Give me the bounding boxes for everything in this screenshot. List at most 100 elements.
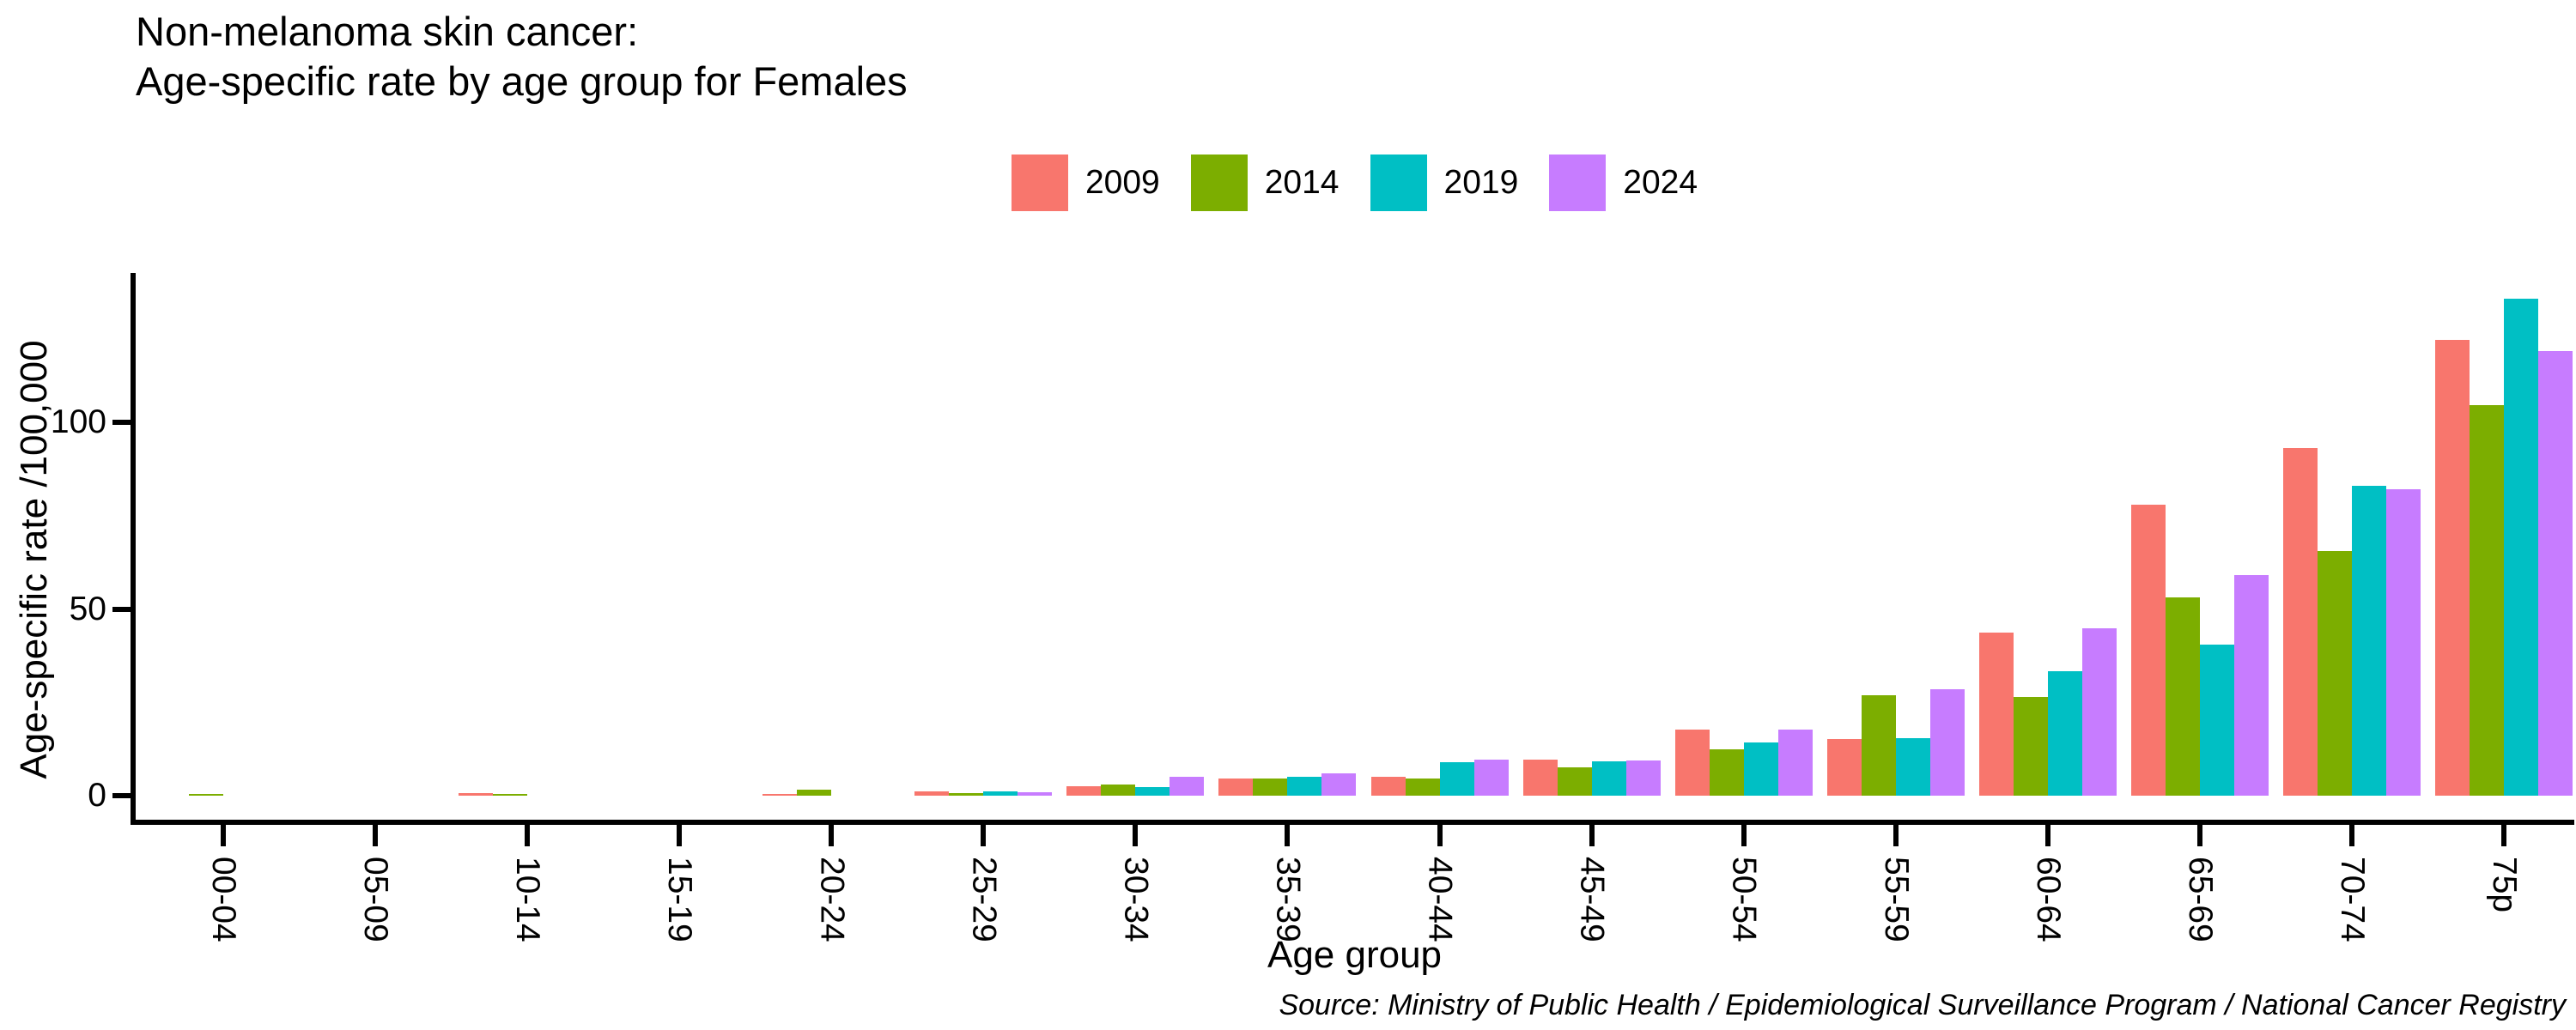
bar-2024-55-59	[1929, 688, 1965, 796]
x-axis-tick-label: 30-34	[1117, 857, 1155, 942]
bar-2019-35-39	[1287, 777, 1322, 796]
x-axis-tick-label: 20-24	[813, 857, 851, 942]
bar-2014-10-14	[493, 794, 528, 796]
bar-2009-35-39	[1218, 779, 1254, 796]
x-axis-tick-label: 75p	[2486, 857, 2524, 913]
x-axis-tick	[2501, 825, 2507, 846]
bar-2014-45-49	[1557, 766, 1592, 796]
x-axis-tick-label: 00-04	[205, 857, 242, 942]
x-axis-tick	[2196, 825, 2202, 846]
bar-2019-70-74	[2351, 485, 2386, 796]
legend-swatch-2024	[1549, 154, 1607, 211]
bar-2024-40-44	[1473, 760, 1509, 796]
x-axis-tick-label: 10-14	[509, 857, 547, 942]
bar-2019-55-59	[1895, 738, 1930, 796]
x-axis-tick	[1741, 825, 1747, 846]
y-axis-tick	[112, 606, 135, 612]
bar-2014-00-04	[189, 793, 223, 796]
x-axis-tick	[981, 825, 987, 846]
x-axis-tick-label: 55-59	[1877, 857, 1915, 942]
bar-2024-45-49	[1625, 760, 1661, 796]
bar-2014-60-64	[2013, 696, 2048, 796]
y-axis-tick-label: 50	[69, 590, 106, 627]
x-axis-tick	[221, 825, 226, 846]
legend-swatch-2014	[1190, 154, 1248, 211]
bar-2009-55-59	[1826, 739, 1862, 796]
bar-2024-70-74	[2385, 489, 2421, 796]
x-axis-tick	[1285, 825, 1291, 846]
x-axis-tick	[2348, 825, 2354, 846]
legend-item-2014: 2014	[1190, 154, 1340, 211]
bar-2014-75p	[2470, 405, 2505, 796]
x-axis-tick	[525, 825, 531, 846]
x-axis-tick	[677, 825, 683, 846]
y-axis-line	[131, 273, 136, 825]
legend-label-2019: 2019	[1443, 164, 1519, 201]
legend-item-2009: 2009	[1011, 154, 1160, 211]
x-axis-tick	[1893, 825, 1899, 846]
bar-2019-25-29	[983, 791, 1018, 796]
legend-label-2024: 2024	[1623, 164, 1698, 201]
bar-2014-55-59	[1861, 695, 1896, 796]
bar-2024-75p	[2538, 351, 2573, 796]
legend-label-2014: 2014	[1264, 164, 1340, 201]
bar-2019-45-49	[1591, 760, 1626, 796]
bar-2009-50-54	[1674, 729, 1710, 796]
bar-2014-40-44	[1405, 779, 1440, 796]
x-axis-tick	[1437, 825, 1443, 846]
y-axis-title: Age-specific rate /100,000	[13, 340, 55, 779]
bar-2024-35-39	[1321, 772, 1357, 796]
y-axis-tick	[112, 420, 135, 425]
bar-2019-50-54	[1743, 742, 1778, 796]
y-axis-tick-label: 100	[50, 403, 106, 440]
legend-swatch-2019	[1370, 154, 1427, 211]
bar-2024-65-69	[2233, 575, 2269, 796]
bar-2024-30-34	[1170, 777, 1205, 796]
x-axis-tick-label: 50-54	[1725, 857, 1763, 942]
x-axis-line	[131, 820, 2574, 825]
bar-2009-65-69	[2130, 504, 2166, 796]
legend-item-2024: 2024	[1549, 154, 1698, 211]
x-axis-tick-label: 40-44	[1421, 857, 1459, 942]
bar-2009-70-74	[2282, 448, 2318, 796]
bar-2009-30-34	[1066, 785, 1102, 796]
x-axis-tick	[373, 825, 379, 846]
x-axis-tick-label: 60-64	[2029, 857, 2067, 942]
chart-title-line1: Non-melanoma skin cancer:	[136, 9, 639, 54]
x-axis-tick-label: 65-69	[2181, 857, 2219, 942]
y-axis-tick	[112, 793, 135, 798]
bar-2009-25-29	[914, 791, 950, 796]
bar-2014-20-24	[797, 790, 832, 796]
bar-2009-45-49	[1522, 760, 1558, 796]
x-axis-tick-label: 45-49	[1573, 857, 1611, 942]
bar-2019-40-44	[1439, 761, 1474, 796]
legend-swatch-2009	[1011, 154, 1068, 211]
bar-2019-75p	[2504, 299, 2539, 796]
y-axis-tick-label: 0	[88, 777, 106, 814]
legend-label-2009: 2009	[1084, 164, 1160, 201]
legend-item-2019: 2019	[1370, 154, 1519, 211]
x-axis-tick-label: 05-09	[357, 857, 395, 942]
bar-2014-30-34	[1101, 784, 1136, 796]
chart-title: Non-melanoma skin cancer: Age-specific r…	[136, 7, 908, 106]
bar-2009-60-64	[1978, 633, 2014, 796]
bar-2019-60-64	[2047, 671, 2082, 796]
x-axis-tick	[1133, 825, 1139, 846]
source-caption: Source: Ministry of Public Health / Epid…	[1279, 989, 2566, 1021]
bar-2009-10-14	[459, 792, 494, 796]
x-axis-tick-label: 25-29	[965, 857, 1003, 942]
x-axis-tick	[2044, 825, 2050, 846]
x-axis-tick	[1589, 825, 1595, 846]
chart-legend: 2009 2014 2019 2024	[135, 154, 2574, 211]
x-axis-tick	[829, 825, 835, 846]
x-axis-tick-label: 70-74	[2333, 857, 2371, 942]
chart-title-line2: Age-specific rate by age group for Femal…	[136, 58, 908, 104]
bar-2024-25-29	[1018, 791, 1053, 796]
bar-2009-75p	[2435, 340, 2470, 796]
bar-2019-30-34	[1135, 786, 1170, 796]
x-axis-tick-label: 15-19	[661, 857, 699, 942]
bar-2024-50-54	[1777, 730, 1813, 796]
bar-2014-70-74	[2317, 551, 2352, 796]
bar-2014-35-39	[1253, 778, 1288, 796]
